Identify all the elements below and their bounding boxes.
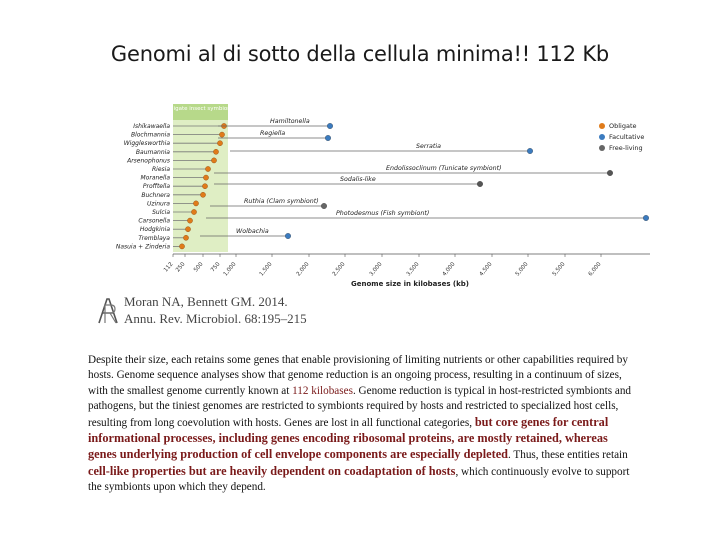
species-label: Buchnera [141,192,170,199]
species-marker [205,166,211,172]
obligate-box-title: Obligate insect symbionts [164,106,236,112]
body-highlight-112kb: 112 kilobases [292,384,353,397]
species-marker [193,200,199,207]
axis-tick-label: 6,000 [588,261,603,277]
axis-tick-label: 4,000 [442,261,457,277]
species-label: Tremblaya [138,235,170,242]
lineage-marker [643,215,649,221]
species-label: Arsenophonus [126,157,170,164]
species-label: Wigglesworthia [124,140,171,147]
axis-tick-label: 5,500 [552,261,567,277]
axis-tick-label: 250 [175,261,187,273]
axis-tick-label: 3,500 [406,261,421,277]
lineage-label: Serratia [416,142,441,150]
body-paragraph: Despite their size, each retains some ge… [88,353,633,496]
species-marker [187,217,193,224]
legend-facultative-marker [599,134,605,140]
species-label: Ishikawaella [133,123,170,130]
legend-obligate-label: Obligate [609,122,637,130]
citation-authors: Moran NA, Bennett GM. 2014. [124,294,288,309]
lineage-label: Hamiltonella [270,117,310,125]
species-marker [217,140,223,147]
axis-tick-label: 4,500 [479,261,494,277]
legend-obligate-marker [599,123,605,129]
species-label: Profftella [143,183,170,190]
species-label: Nasuia + Zinderia [116,243,170,250]
lineage-label: Sodalis-like [340,176,376,183]
axis-ticks: 112 250 500 750 1,000 1,500 2,000 2,500 3,000 3,5… [163,254,603,278]
species-markers [173,123,227,250]
species-marker [202,183,208,189]
axis-tick-label: 750 [210,261,222,273]
lineage-label: Ruthia (Clam symbiont) [244,197,319,205]
genome-size-figure: Obligate insect symbionts Ishikawaella Bl… [110,96,655,296]
species-label: Riesia [152,166,170,173]
legend: Obligate Facultative Free-living [599,122,644,152]
citation-journal: Annu. Rev. Microbiol. 68:195–215 [124,311,307,326]
slide-title: Genomi al di sotto della cellula minima!… [110,42,610,66]
species-label: Baumannia [136,149,170,156]
body-text-3: . Thus, these entities retain [508,449,628,462]
legend-facultative-label: Facultative [609,133,644,141]
species-marker [185,226,191,232]
axis-tick-label: 3,000 [369,261,384,277]
lineage-label: Photodesmus (Fish symbiont) [336,209,429,217]
species-label: Hodgkinia [140,226,170,233]
species-marker [191,209,197,215]
axis-tick-label: 1,000 [223,261,238,277]
lineage-marker [477,181,483,187]
obligate-symbiont-box-header [173,104,228,120]
lineage-label: Endolissoclinum (Tunicate symbiont) [386,164,502,172]
axis-tick-label: 2,500 [332,261,347,277]
species-marker [213,149,219,155]
axis-tick-label: 5,000 [515,261,530,277]
body-text-2: . Genome reduction is typical in host-re… [88,384,632,429]
axis-tick-label: 2,000 [296,261,311,277]
species-marker [200,192,206,198]
lineage-marker [527,148,533,154]
species-marker [179,243,185,250]
legend-free-living-marker [599,145,605,151]
lineage-marker [325,135,331,141]
species-label: Moranella [141,175,171,182]
species-label: Carsonella [138,218,170,225]
species-label: Sulcia [152,209,170,216]
lineage-label: Regiella [260,130,285,137]
species-label: Blochmannia [131,132,170,139]
lineage-marker [327,123,333,129]
body-text-4: , which continuously evolve to support t… [88,465,630,494]
annual-reviews-logo [98,298,118,324]
species-label: Uzinura [147,200,170,207]
genome-size-figure-svg: Obligate insect symbionts Ishikawaella Bl… [116,104,650,288]
lineage-marker [285,233,291,239]
body-text-1: Despite their size, each retains some ge… [88,354,628,397]
axis-tick-label: 112 [163,261,174,273]
species-marker [203,174,209,181]
citation: Moran NA, Bennett GM. 2014. Annu. Rev. M… [96,294,336,330]
body-highlight-core-genes: but core genes for central informational… [88,414,609,462]
species-marker [183,234,189,241]
legend-free-living-label: Free-living [609,144,643,152]
lineage-label: Wolbachia [236,228,269,235]
lineage-marker [607,170,613,176]
axis-tick-label: 500 [193,261,205,273]
species-marker [211,157,217,164]
body-highlight-cell-like: cell-like properties but are heavily dep… [88,463,456,478]
axis-tick-label: 1,500 [259,261,274,277]
lineage-lines: Hamiltonella Regiella Serratia Endolissocli… [200,117,649,239]
species-marker [219,131,225,138]
lineage-marker [321,203,327,209]
x-axis-label: Genome size in kilobases (kb) [351,280,469,288]
